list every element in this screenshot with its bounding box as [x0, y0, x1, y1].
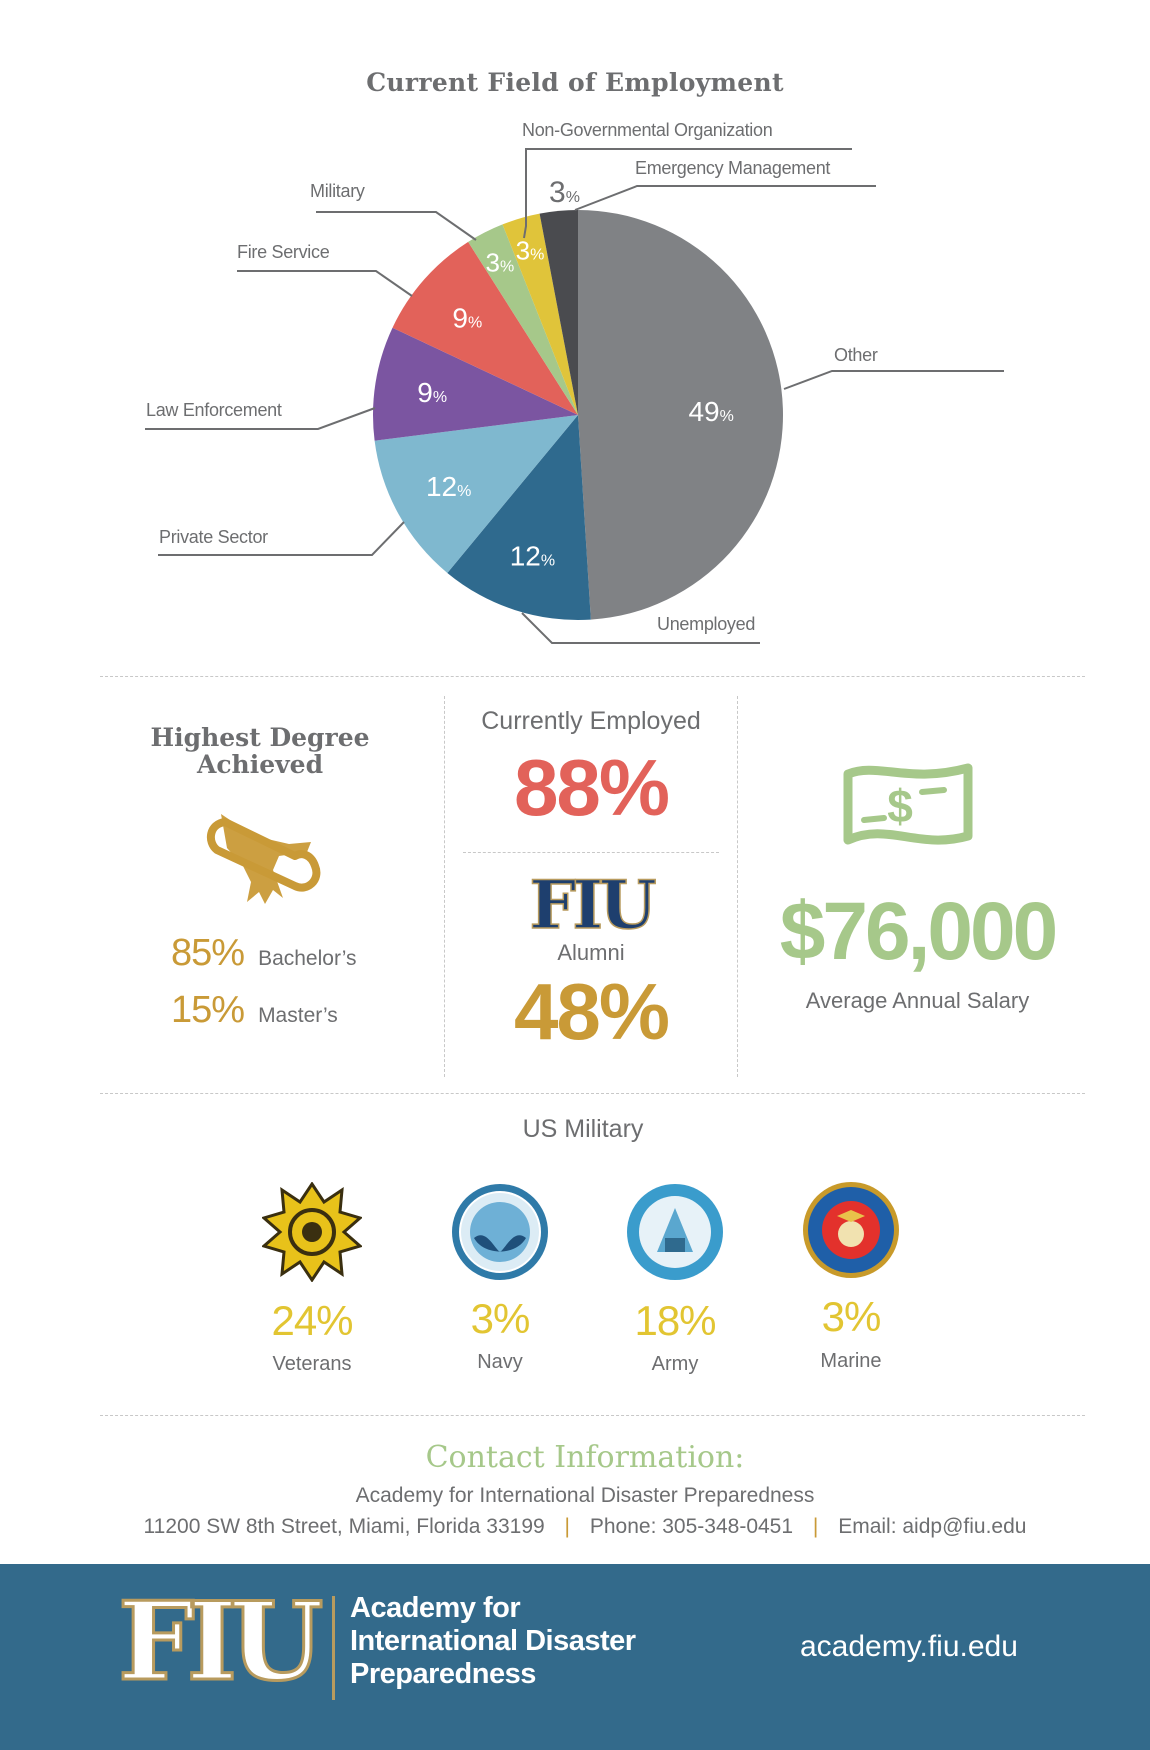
footer-banner: FIU Academy for International Disaster P…: [0, 1564, 1150, 1750]
leader-line-ngo: [523, 148, 852, 239]
contact-details: 11200 SW 8th Street, Miami, Florida 3319…: [0, 1515, 1150, 1539]
divider-military: [100, 1093, 1085, 1094]
leader-line-fire: [237, 270, 413, 297]
navy-label: Navy: [477, 1351, 523, 1373]
contact-org: Academy for International Disaster Prepa…: [355, 1484, 815, 1507]
label-ngo: Non-Governmental Organization: [522, 120, 773, 140]
divider-top-stats: [100, 676, 1085, 677]
leader-line-other: [783, 370, 1004, 390]
military-title: US Military: [522, 1115, 644, 1143]
pie-slice-law-enforcement: [373, 327, 578, 441]
alumni-label: Alumni: [557, 940, 625, 965]
pie-slice-unemployed: [447, 415, 591, 620]
marine-pct: 3%: [821, 1293, 882, 1340]
employed-label: Currently Employed: [481, 707, 701, 735]
label-military: Military: [310, 181, 365, 201]
contact-phone[interactable]: Phone: 305-348-0451: [589, 1515, 794, 1538]
divider-right-col: [737, 696, 738, 1077]
pie-slice-fire-service: [392, 241, 578, 415]
alumni-value: 48%: [513, 967, 670, 1056]
veterans-emblem-icon: [262, 1182, 362, 1282]
salary-value: $76,000: [779, 886, 1058, 977]
separator: |: [812, 1515, 819, 1538]
label-law: Law Enforcement: [146, 400, 282, 420]
dollar-bill-icon: $: [843, 763, 973, 845]
divider-left-col: [444, 696, 445, 1077]
separator: |: [564, 1515, 571, 1538]
fiu-logo-footer: FIU: [116, 1579, 324, 1705]
slice-pct-label: 3%: [516, 236, 545, 266]
svg-text:$: $: [887, 780, 913, 832]
pie-slice-other: [578, 210, 783, 620]
contact-email[interactable]: Email: aidp@fiu.edu: [838, 1515, 1027, 1538]
fiu-logo-alumni: FIU: [529, 866, 658, 944]
degree-row-masters: 15% Master’s: [171, 989, 338, 1031]
footer-url[interactable]: academy.fiu.edu: [800, 1630, 1018, 1663]
slice-pct-label: 9%: [417, 377, 447, 408]
contact-address: 11200 SW 8th Street, Miami, Florida 3319…: [143, 1515, 545, 1538]
veterans-label: Veterans: [272, 1353, 352, 1375]
leader-line-law: [145, 407, 376, 430]
pie-slice-private-sector: [374, 415, 578, 573]
label-private: Private Sector: [159, 527, 268, 547]
leader-line-unemployed: [521, 612, 760, 644]
pie-slice-military: [468, 224, 578, 415]
leader-line-military: [316, 211, 477, 241]
slice-pct-label: 9%: [452, 302, 482, 333]
label-unemployed: Unemployed: [657, 614, 756, 634]
degree-row-bachelors: 85% Bachelor’s: [171, 932, 357, 974]
pie-slices: [373, 210, 783, 620]
divider-contact: [100, 1415, 1085, 1416]
slice-pct-label: 12%: [510, 540, 555, 571]
employed-value: 88%: [513, 743, 670, 832]
label-fire: Fire Service: [237, 242, 330, 262]
slice-percent-labels: 49%12%12%9%9%3%3%: [417, 236, 734, 572]
footer-divider: [332, 1596, 335, 1700]
pie-slice-emergency-management: [539, 210, 578, 415]
divider-mid-col: [463, 852, 719, 853]
slice-pct-label: 3%: [485, 248, 514, 278]
leader-lines: [145, 148, 1004, 644]
chart-title: Current Field of Employment: [366, 68, 784, 97]
marine-label: Marine: [820, 1350, 882, 1372]
pie-slice-non-governmental-organization: [502, 213, 578, 415]
navy-seal-icon: [452, 1184, 548, 1280]
salary-label: Average Annual Salary: [805, 988, 1030, 1013]
contact-title: Contact Information:: [425, 1440, 745, 1475]
degree-title: Highest Degree Achieved: [150, 723, 370, 779]
slice-pct-label: 49%: [688, 396, 733, 427]
leader-line-emergency: [574, 185, 876, 211]
label-emergency: Emergency Management: [635, 158, 831, 178]
army-seal-icon: [627, 1184, 723, 1280]
marine-corps-emblem-icon: [803, 1182, 899, 1278]
slice-pct-label: 12%: [426, 471, 471, 502]
army-label: Army: [651, 1353, 699, 1375]
veterans-pct: 24%: [271, 1297, 353, 1344]
footer-org-name: Academy for International Disaster Prepa…: [350, 1592, 636, 1690]
army-pct: 18%: [634, 1297, 716, 1344]
leader-line-private: [158, 521, 405, 556]
pie-chart: 49%12%12%9%9%3%3%: [145, 148, 1004, 644]
diploma-icon: [206, 814, 321, 904]
emergency-outside-pct: 3%: [549, 176, 580, 209]
navy-pct: 3%: [470, 1295, 531, 1342]
label-other: Other: [834, 345, 878, 365]
